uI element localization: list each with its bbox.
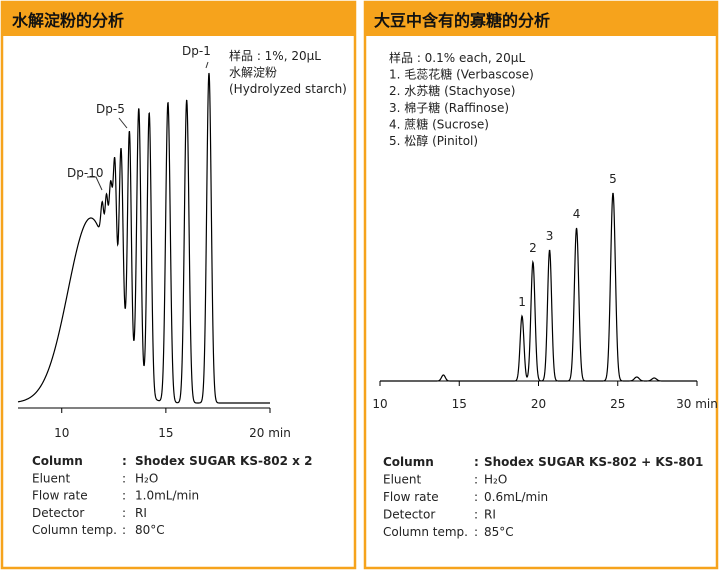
x-tick-label: 20 [531, 397, 546, 411]
condition-value: 0.6mL/min [484, 490, 548, 504]
x-tick-label: 15 [158, 426, 173, 440]
panel-title: 大豆中含有的寡糖的分析 [374, 11, 550, 30]
leader-line [205, 61, 209, 69]
x-tick-label: 10 [54, 426, 69, 440]
trace [380, 192, 697, 382]
annotation: 样品 : 1%, 20μL [229, 48, 321, 63]
annotation: 1. 毛蕊花糖 (Verbascose) [389, 67, 534, 82]
condition-label: Eluent [32, 471, 71, 485]
condition-value: 85°C [484, 525, 514, 539]
x-tick-label: 30 min [676, 397, 718, 411]
condition-value: H₂O [135, 471, 158, 485]
x-tick-label: 25 [610, 397, 625, 411]
peak-label: 5 [609, 172, 617, 186]
peak-label: 2 [529, 241, 537, 255]
peak-label: Dp-5 [96, 102, 125, 116]
condition-colon: : [122, 454, 127, 468]
condition-value: Shodex SUGAR KS-802 x 2 [135, 454, 312, 468]
condition-label: Flow rate [32, 489, 88, 503]
peak-label: Dp-10 [67, 166, 103, 180]
annotation: 2. 水苏糖 (Stachyose) [389, 83, 515, 98]
condition-colon: : [474, 473, 478, 487]
x-tick-label: 15 [452, 397, 467, 411]
condition-colon: : [474, 508, 478, 522]
leader-line [118, 117, 128, 129]
condition-label: Detector [32, 506, 84, 520]
panel-header [365, 2, 717, 36]
condition-value: H₂O [484, 473, 507, 487]
condition-label: Flow rate [383, 490, 439, 504]
condition-colon: : [122, 489, 126, 503]
peak-label: 1 [518, 295, 526, 309]
condition-colon: : [122, 506, 126, 520]
condition-label: Column temp. [383, 525, 468, 539]
condition-colon: : [474, 490, 478, 504]
leader-line [87, 176, 103, 191]
annotation: 水解淀粉 [229, 66, 277, 80]
condition-value: RI [484, 508, 496, 522]
condition-colon: : [122, 471, 126, 485]
trace [17, 72, 270, 404]
panel-header [2, 2, 355, 36]
x-tick-label: 20 min [249, 426, 291, 440]
condition-colon: : [122, 523, 126, 537]
condition-value: RI [135, 506, 147, 520]
condition-label: Eluent [383, 473, 422, 487]
condition-label: Column [383, 455, 434, 469]
panel-title: 水解淀粉的分析 [12, 11, 124, 30]
annotation: 4. 蔗糖 (Sucrose) [389, 116, 489, 131]
condition-value: Shodex SUGAR KS-802 + KS-801 [484, 455, 703, 469]
condition-label: Column [32, 454, 83, 468]
condition-label: Column temp. [32, 523, 117, 537]
condition-value: 80°C [135, 523, 165, 537]
peak-label: 3 [546, 229, 554, 243]
annotation: 3. 棉子糖 (Raffinose) [389, 100, 509, 115]
condition-colon: : [474, 525, 478, 539]
condition-colon: : [474, 455, 479, 469]
annotation: 5. 松醇 (Pinitol) [389, 133, 478, 148]
peak-label: Dp-1 [182, 44, 211, 58]
condition-value: 1.0mL/min [135, 489, 199, 503]
annotation: 样品 : 0.1% each, 20μL [389, 50, 525, 65]
peak-label: 4 [573, 207, 581, 221]
x-tick-label: 10 [372, 397, 387, 411]
annotation: (Hydrolyzed starch) [229, 82, 347, 96]
condition-label: Detector [383, 508, 435, 522]
